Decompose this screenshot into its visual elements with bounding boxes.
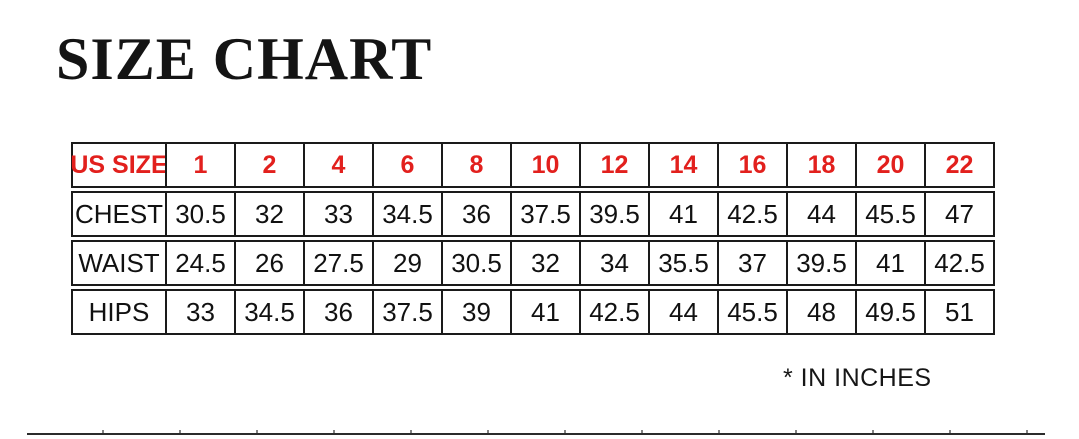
- measure-value-cell: 42.5: [579, 289, 650, 335]
- measure-value-cell: 34.5: [234, 289, 305, 335]
- size-header-cell: 2: [234, 142, 305, 188]
- measure-label-cell: WAIST: [71, 240, 167, 286]
- page-title: SIZE CHART: [56, 26, 433, 92]
- measure-value-cell: 34.5: [372, 191, 443, 237]
- size-table-row-waist: WAIST 24.5 26 27.5 29 30.5 32 34 35.5 37 39.5 41 42.…: [71, 240, 995, 286]
- size-header-cell: 18: [786, 142, 857, 188]
- size-header-cell: 4: [303, 142, 374, 188]
- measure-value-cell: 49.5: [855, 289, 926, 335]
- measure-value-cell: 27.5: [303, 240, 374, 286]
- measure-label-cell: CHEST: [71, 191, 167, 237]
- measure-value-cell: 32: [234, 191, 305, 237]
- us-size-corner-cell: US SIZE: [70, 142, 168, 188]
- units-footnote: * IN INCHES: [783, 364, 932, 392]
- measure-value-cell: 41: [855, 240, 926, 286]
- measure-value-cell: 24.5: [165, 240, 236, 286]
- measure-value-cell: 44: [786, 191, 857, 237]
- size-table-row-hips: HIPS 33 34.5 36 37.5 39 41 42.5 44 45.5 48 49.5 51: [71, 289, 995, 335]
- measure-value-cell: 41: [648, 191, 719, 237]
- measure-value-cell: 30.5: [165, 191, 236, 237]
- measure-value-cell: 37.5: [510, 191, 581, 237]
- measure-value-cell: 34: [579, 240, 650, 286]
- measure-value-cell: 45.5: [717, 289, 788, 335]
- measure-value-cell: 39: [441, 289, 512, 335]
- size-header-cell: 8: [441, 142, 512, 188]
- measure-value-cell: 42.5: [924, 240, 995, 286]
- size-header-cell: 14: [648, 142, 719, 188]
- measure-value-cell: 26: [234, 240, 305, 286]
- size-header-cell: 1: [165, 142, 236, 188]
- measure-value-cell: 33: [165, 289, 236, 335]
- measure-value-cell: 29: [372, 240, 443, 286]
- size-table-header-row: US SIZE 1 2 4 6 8 10 12 14 16 18 20 22: [70, 142, 995, 188]
- size-header-cell: 22: [924, 142, 995, 188]
- cropped-table-ticks: [27, 430, 1045, 433]
- measure-value-cell: 35.5: [648, 240, 719, 286]
- measure-label-cell: HIPS: [71, 289, 167, 335]
- measure-value-cell: 47: [924, 191, 995, 237]
- measure-value-cell: 33: [303, 191, 374, 237]
- measure-value-cell: 45.5: [855, 191, 926, 237]
- measure-value-cell: 42.5: [717, 191, 788, 237]
- size-header-cell: 10: [510, 142, 581, 188]
- size-table-row-chest: CHEST 30.5 32 33 34.5 36 37.5 39.5 41 42.5 44 45.5 4…: [71, 191, 995, 237]
- size-header-cell: 12: [579, 142, 650, 188]
- bottom-rule: [27, 433, 1045, 435]
- measure-value-cell: 37.5: [372, 289, 443, 335]
- size-header-cell: 20: [855, 142, 926, 188]
- size-header-cell: 6: [372, 142, 443, 188]
- measure-value-cell: 44: [648, 289, 719, 335]
- measure-value-cell: 30.5: [441, 240, 512, 286]
- measure-value-cell: 48: [786, 289, 857, 335]
- measure-value-cell: 39.5: [579, 191, 650, 237]
- size-header-cell: 16: [717, 142, 788, 188]
- measure-value-cell: 36: [303, 289, 374, 335]
- measure-value-cell: 39.5: [786, 240, 857, 286]
- measure-value-cell: 36: [441, 191, 512, 237]
- size-table: US SIZE 1 2 4 6 8 10 12 14 16 18 20 22 CHEST 30.5 32 33 3…: [70, 142, 995, 335]
- measure-value-cell: 41: [510, 289, 581, 335]
- measure-value-cell: 37: [717, 240, 788, 286]
- measure-value-cell: 51: [924, 289, 995, 335]
- measure-value-cell: 32: [510, 240, 581, 286]
